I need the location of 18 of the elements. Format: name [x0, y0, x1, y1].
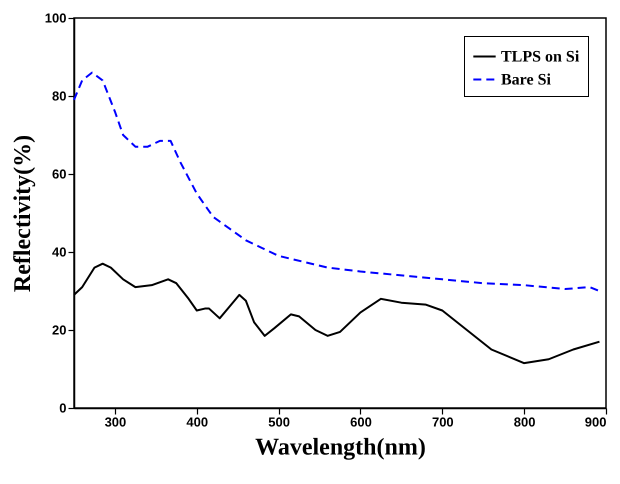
y-tick-label: 0 [59, 400, 66, 416]
y-tick-label: 80 [52, 88, 66, 104]
x-tick-label: 400 [186, 414, 208, 430]
y-tick-label: 40 [52, 244, 66, 260]
y-tick-label: 20 [52, 322, 66, 338]
line-series [73, 72, 600, 292]
x-tick-label: 300 [104, 414, 126, 430]
x-axis-title: Wavelength(nm) [255, 434, 426, 460]
x-tick-label: 900 [584, 414, 606, 430]
y-tick-label: 100 [44, 10, 66, 26]
x-tick-label: 600 [350, 414, 372, 430]
y-tick-label: 60 [52, 166, 66, 182]
x-tick-label: 800 [514, 414, 536, 430]
x-tick-label: 700 [432, 414, 454, 430]
legend-label: Bare Si [501, 72, 552, 88]
legend-label: TLPS on Si [501, 48, 580, 66]
x-tick-label: 500 [268, 414, 290, 430]
y-axis-title: Reflectivity(%) [10, 134, 36, 292]
